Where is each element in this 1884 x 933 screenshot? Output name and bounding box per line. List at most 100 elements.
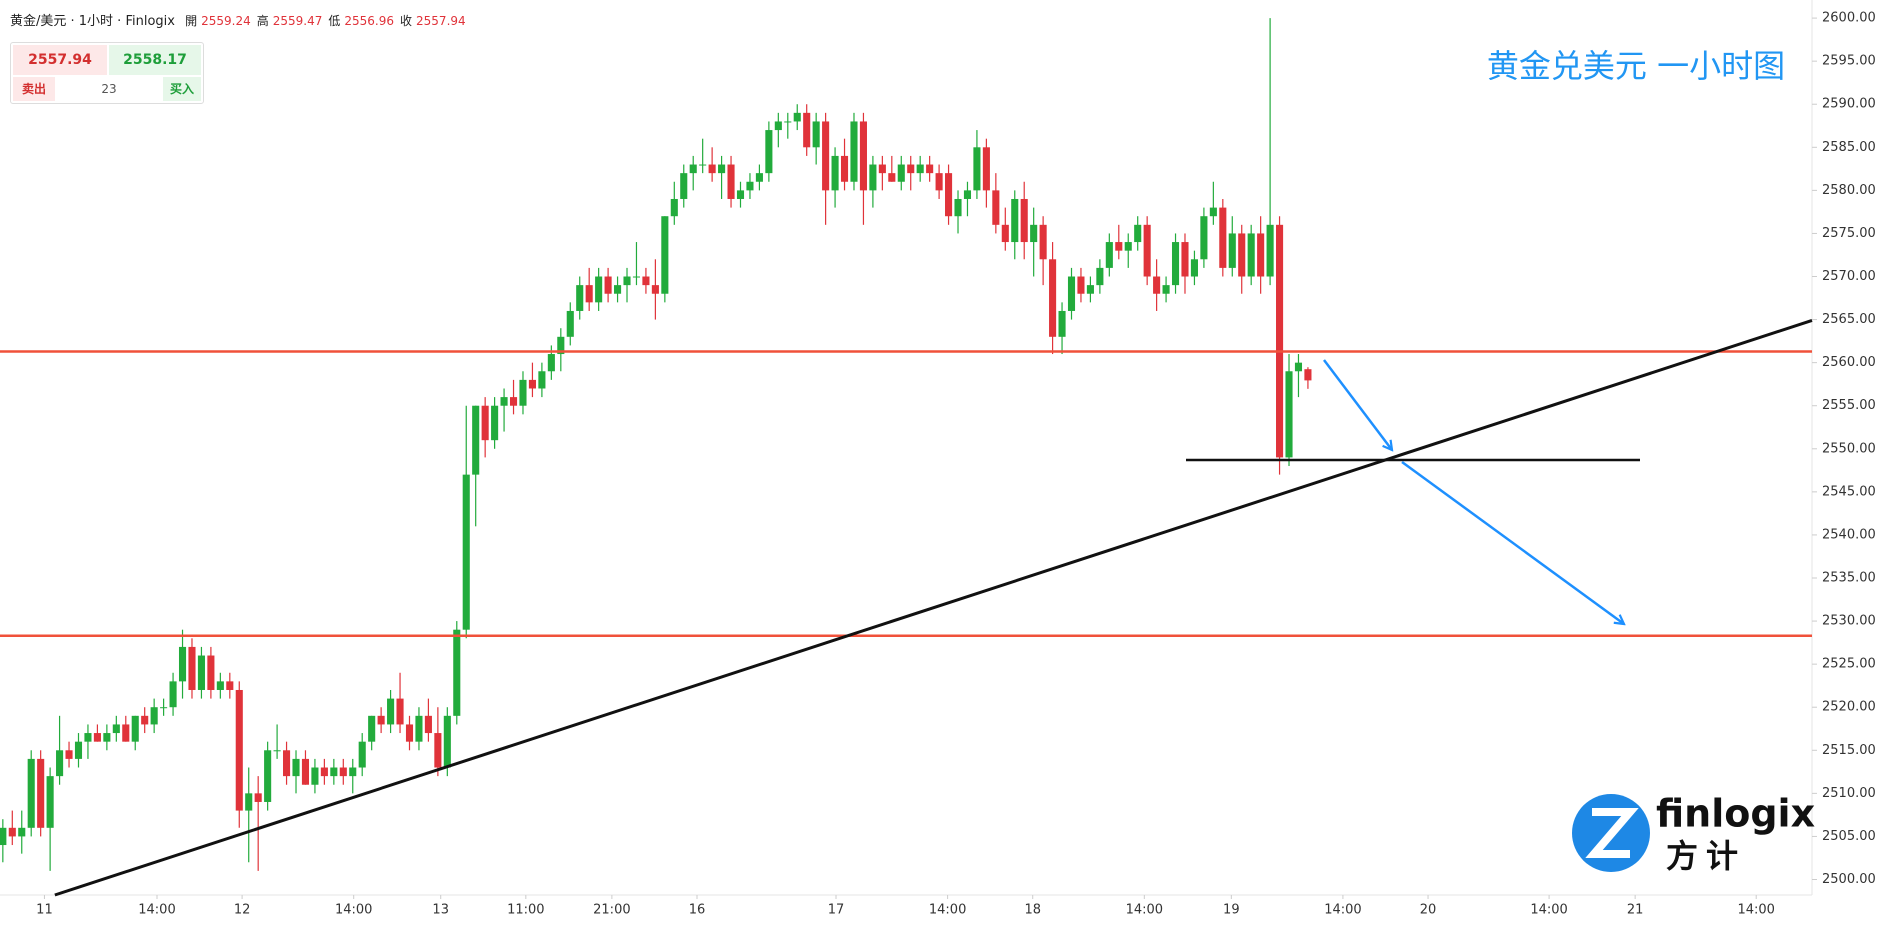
candle-body bbox=[377, 715, 385, 725]
candle-body bbox=[103, 733, 111, 742]
candle-body bbox=[1143, 224, 1151, 277]
candle-body bbox=[1219, 207, 1227, 268]
candle-body bbox=[547, 354, 555, 372]
candle-body bbox=[415, 715, 423, 742]
x-tick-label: 11 bbox=[36, 903, 53, 918]
symbol: 黄金/美元 · 1小时 · Finlogix bbox=[10, 14, 175, 29]
y-tick-label: 2520.00 bbox=[1822, 700, 1876, 715]
candle-body bbox=[566, 310, 574, 337]
y-tick-label: 2545.00 bbox=[1822, 484, 1876, 499]
candle-body bbox=[500, 397, 508, 406]
x-tick-label: 11:00 bbox=[507, 903, 544, 918]
candle-body bbox=[405, 724, 414, 742]
sell-button[interactable]: 卖出 bbox=[13, 77, 55, 101]
candle-body bbox=[358, 741, 366, 768]
ohlc-value: 2557.94 bbox=[416, 14, 466, 28]
candle-body bbox=[216, 681, 224, 690]
candle-body bbox=[623, 276, 631, 286]
candle-body bbox=[1011, 198, 1019, 243]
candle-body bbox=[945, 173, 953, 217]
trade-box: 2557.94 2558.17 卖出 23 买入 bbox=[10, 42, 204, 104]
y-tick-label: 2580.00 bbox=[1822, 183, 1876, 198]
candle-body bbox=[963, 190, 972, 199]
candle-body bbox=[131, 715, 139, 742]
candle-body bbox=[160, 707, 168, 709]
candle-body bbox=[1067, 276, 1076, 311]
ohlc: 開 2559.24 高 2559.47 低 2556.96 收 2557.94 bbox=[179, 14, 466, 29]
x-tick-label: 14:00 bbox=[1126, 903, 1163, 918]
candle-body bbox=[1086, 285, 1094, 294]
x-tick-label: 20 bbox=[1420, 903, 1437, 918]
x-tick-label: 21 bbox=[1627, 903, 1644, 918]
x-tick-label: 14:00 bbox=[138, 903, 175, 918]
candle-body bbox=[443, 715, 451, 768]
plot bbox=[0, 18, 1813, 897]
ask[interactable]: 2558.17 bbox=[109, 45, 201, 75]
ohlc-value: 2559.47 bbox=[272, 14, 323, 28]
trend-line bbox=[54, 319, 1813, 897]
candle-body bbox=[491, 405, 499, 441]
candle-body bbox=[528, 379, 536, 389]
candle-body bbox=[1162, 285, 1170, 294]
candle-body bbox=[1171, 242, 1180, 286]
x-tick-label: 14:00 bbox=[1737, 903, 1774, 918]
candle-body bbox=[746, 181, 754, 191]
candle-body bbox=[141, 715, 149, 725]
candle-body bbox=[320, 767, 328, 777]
candle-body bbox=[632, 276, 641, 278]
candle-body bbox=[1134, 224, 1142, 243]
candle-body bbox=[822, 121, 830, 191]
y-tick-label: 2560.00 bbox=[1822, 355, 1876, 370]
candle-body bbox=[840, 155, 849, 182]
x-tick-label: 14:00 bbox=[335, 903, 372, 918]
y-tick-label: 2575.00 bbox=[1822, 226, 1876, 241]
candle-body bbox=[330, 767, 338, 777]
y-tick-label: 2530.00 bbox=[1822, 614, 1876, 629]
arrow bbox=[1323, 359, 1392, 450]
logo-z bbox=[1585, 808, 1639, 858]
candle-body bbox=[424, 715, 432, 734]
y-tick-label: 2585.00 bbox=[1822, 140, 1876, 155]
candle-body bbox=[831, 155, 839, 191]
candle-body bbox=[273, 750, 281, 752]
candle-body bbox=[680, 173, 688, 199]
candle-body bbox=[519, 379, 527, 406]
candle-body bbox=[453, 629, 461, 716]
candle-body bbox=[197, 655, 205, 690]
candle-body bbox=[0, 827, 7, 846]
candle-body bbox=[1285, 371, 1293, 458]
bid[interactable]: 2557.94 bbox=[13, 45, 107, 75]
ohlc-label: 高 bbox=[256, 14, 269, 28]
x-tick-label: 14:00 bbox=[1324, 903, 1361, 918]
candle-body bbox=[926, 164, 934, 174]
candle-body bbox=[1105, 242, 1113, 268]
y-tick-label: 2565.00 bbox=[1822, 312, 1876, 327]
candle-body bbox=[1058, 310, 1066, 337]
candle-body bbox=[916, 164, 924, 174]
x-tick-label: 12 bbox=[234, 903, 251, 918]
candle-body bbox=[1294, 362, 1303, 372]
buy-button[interactable]: 买入 bbox=[163, 77, 201, 101]
candle-body bbox=[585, 285, 593, 303]
candle-body bbox=[245, 793, 253, 811]
candle-body bbox=[907, 164, 915, 174]
candle-body bbox=[576, 285, 584, 311]
candle-body bbox=[670, 198, 678, 217]
arrow bbox=[1401, 460, 1624, 624]
candle-body bbox=[387, 698, 395, 725]
y-tick-label: 2550.00 bbox=[1822, 441, 1876, 456]
y-tick-label: 2600.00 bbox=[1822, 11, 1876, 26]
candle-body bbox=[803, 112, 811, 148]
candle-body bbox=[642, 276, 650, 286]
candle-body bbox=[784, 121, 792, 123]
y-tick-label: 2500.00 bbox=[1822, 872, 1876, 887]
x-tick-label: 14:00 bbox=[929, 903, 966, 918]
ohlc-value: 2559.24 bbox=[201, 14, 251, 28]
candle-body bbox=[46, 776, 54, 828]
candle-body bbox=[878, 164, 886, 174]
candle-body bbox=[481, 405, 489, 441]
ohlc-value: 2556.96 bbox=[344, 14, 395, 28]
x-tick-label: 17 bbox=[828, 903, 845, 918]
candle-body bbox=[897, 164, 905, 182]
header: 黄金/美元 · 1小时 · Finlogix 開 2559.24 高 2559.47 低… bbox=[10, 10, 466, 29]
